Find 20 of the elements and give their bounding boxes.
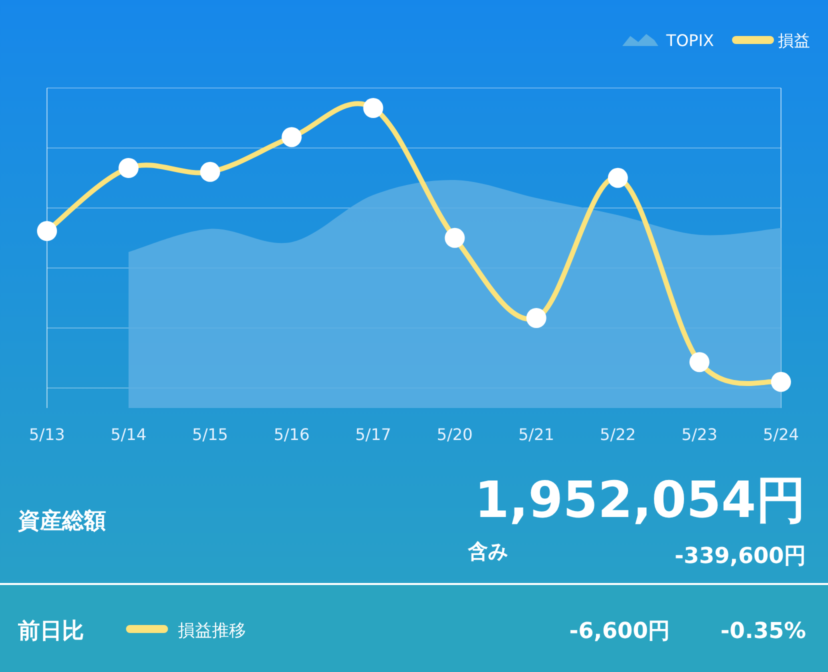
x-tick-label: 5/24	[763, 425, 799, 444]
text: 資産総額	[17, 508, 106, 534]
text: 損益推移	[178, 621, 246, 641]
text: 1,952,054円	[474, 471, 806, 529]
x-tick-label: 5/23	[681, 425, 718, 444]
text: 前日比	[17, 619, 84, 644]
legend-label: TOPIX	[665, 31, 714, 50]
x-tick-label: 5/17	[355, 425, 392, 444]
text: -6,600円	[569, 619, 670, 644]
legend-label: 損益	[778, 31, 810, 50]
text: 含み	[467, 539, 508, 563]
x-tick-label: 5/21	[518, 425, 554, 444]
text: -0.35%	[720, 619, 806, 644]
x-tick-label: 5/20	[436, 425, 473, 444]
x-tick-label: 5/13	[29, 425, 65, 444]
x-tick-label: 5/14	[110, 425, 147, 444]
text: -339,600円	[674, 544, 806, 569]
x-tick-label: 5/22	[600, 425, 636, 444]
x-tick-label: 5/16	[274, 425, 310, 444]
x-tick-label: 5/15	[192, 425, 228, 444]
